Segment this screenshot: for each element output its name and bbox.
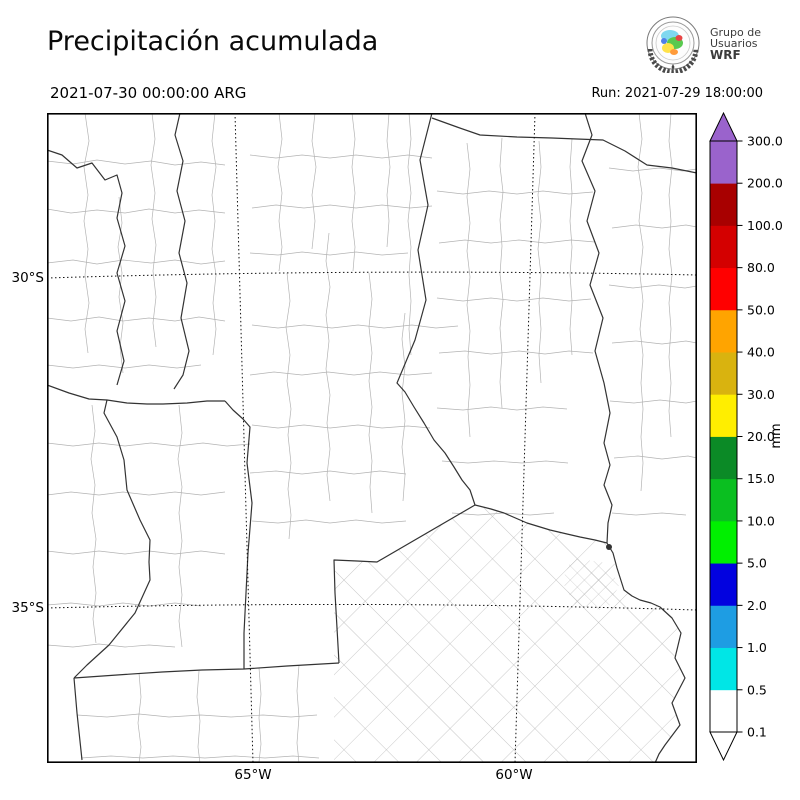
logo-line-2: Usuarios <box>710 37 758 51</box>
province-boundaries <box>46 112 698 764</box>
colorbar-segment <box>710 267 737 311</box>
colorbar-segment <box>710 436 737 480</box>
page-title: Precipitación acumulada <box>47 26 379 57</box>
colorbar-under-arrow <box>709 731 738 762</box>
colorbar-tick-label: 2.0 <box>747 598 767 613</box>
colorbar-segment <box>710 352 737 395</box>
colorbar-segment <box>710 563 737 606</box>
graticule <box>46 112 698 764</box>
colorbar-tick-label: 80.0 <box>747 260 775 275</box>
colorbar: 0.1 0.5 1.0 2.0 5.0 10.0 15.0 20.0 30.0 40.0 50.0 8… <box>709 111 784 762</box>
amba-dense-mesh <box>562 558 619 611</box>
colorbar-segment <box>710 520 737 564</box>
colorbar-segment <box>710 478 737 522</box>
logo-line-3: WRF <box>710 47 741 62</box>
colorbar-tick-label: 50.0 <box>747 302 775 317</box>
meridian-60w <box>514 112 536 764</box>
ytick-30s: 30°S <box>11 270 45 286</box>
colorbar-segment <box>710 605 737 648</box>
ytick-35s: 35°S <box>11 600 45 616</box>
parallel-35s <box>46 603 698 611</box>
parallel-30s <box>46 271 698 279</box>
colorbar-tick-label: 20.0 <box>747 429 775 444</box>
run-time-label: Run: 2021-07-29 18:00:00 <box>591 86 763 101</box>
meridian-65w <box>234 112 254 764</box>
logo-line-1: Grupo de <box>710 25 761 39</box>
colorbar-tick-label: 0.5 <box>747 682 767 697</box>
colorbar-tick-label: 300.0 <box>747 134 783 149</box>
colorbar-over-arrow <box>709 111 738 142</box>
colorbar-tick-label: 100.0 <box>747 218 783 233</box>
colorbar-tick-label: 0.1 <box>747 725 767 740</box>
colorbar-segment <box>710 689 737 733</box>
valid-time-label: 2021-07-30 00:00:00 ARG <box>50 84 247 102</box>
wrf-logo: Grupo de Usuarios WRF <box>644 15 761 73</box>
colorbar-segment <box>710 183 737 226</box>
department-boundaries <box>46 112 698 764</box>
colorbar-tick-label: 200.0 <box>747 176 783 191</box>
colorbar-segment <box>710 647 737 691</box>
map-frame <box>47 113 698 764</box>
colorbar-tick-label: 5.0 <box>747 556 767 571</box>
map-panel <box>46 112 698 764</box>
colorbar-tick-label: 1.0 <box>747 640 767 655</box>
wrf-logo-text: Grupo de Usuarios WRF <box>710 27 761 62</box>
colorbar-segment <box>710 309 737 353</box>
colorbar-tick-label: 10.0 <box>747 513 775 528</box>
colorbar-unit-label: mm <box>769 423 784 448</box>
colorbar-tick-label: 15.0 <box>747 471 775 486</box>
wrf-logo-emblem-icon <box>646 16 700 73</box>
precipitation-map <box>46 112 698 764</box>
colorbar-segment <box>710 141 737 184</box>
colorbar-segment <box>710 394 737 437</box>
xtick-60w: 60°W <box>495 767 533 783</box>
colorbar-segment <box>710 225 737 269</box>
colorbar-tick-label: 30.0 <box>747 387 775 402</box>
colorbar-tick-label: 40.0 <box>747 345 775 360</box>
xtick-65w: 65°W <box>234 767 272 783</box>
